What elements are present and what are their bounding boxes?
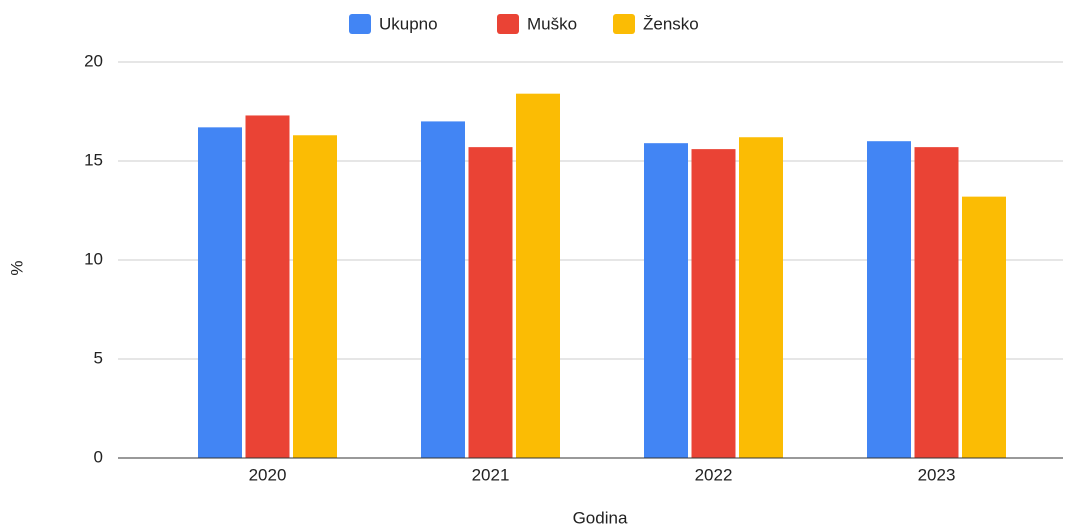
bar <box>962 196 1006 458</box>
legend-swatch <box>613 14 635 34</box>
y-tick-label: 15 <box>84 150 103 169</box>
legend-label: Ukupno <box>379 14 438 33</box>
y-tick-label: 20 <box>84 51 103 70</box>
bar <box>644 143 688 458</box>
y-tick-label: 5 <box>94 348 103 367</box>
x-tick-label: 2022 <box>695 465 733 484</box>
y-tick-label: 0 <box>94 447 103 466</box>
y-tick-label: 10 <box>84 249 103 268</box>
bar <box>468 147 513 458</box>
bar <box>914 147 959 458</box>
bar <box>198 127 242 458</box>
legend-swatch <box>497 14 519 34</box>
legend-label: Žensko <box>643 14 699 33</box>
bar <box>245 115 290 459</box>
legend-swatch <box>349 14 371 34</box>
x-tick-label: 2020 <box>249 465 287 484</box>
bar <box>421 121 465 459</box>
bar <box>867 141 911 458</box>
bar <box>293 135 337 458</box>
x-axis-label: Godina <box>573 508 628 527</box>
bar <box>516 93 560 459</box>
bar <box>739 137 783 459</box>
x-tick-label: 2021 <box>472 465 510 484</box>
legend-label: Muško <box>527 14 577 33</box>
y-axis-label: % <box>7 260 26 275</box>
bar <box>691 149 736 458</box>
x-tick-label: 2023 <box>918 465 956 484</box>
